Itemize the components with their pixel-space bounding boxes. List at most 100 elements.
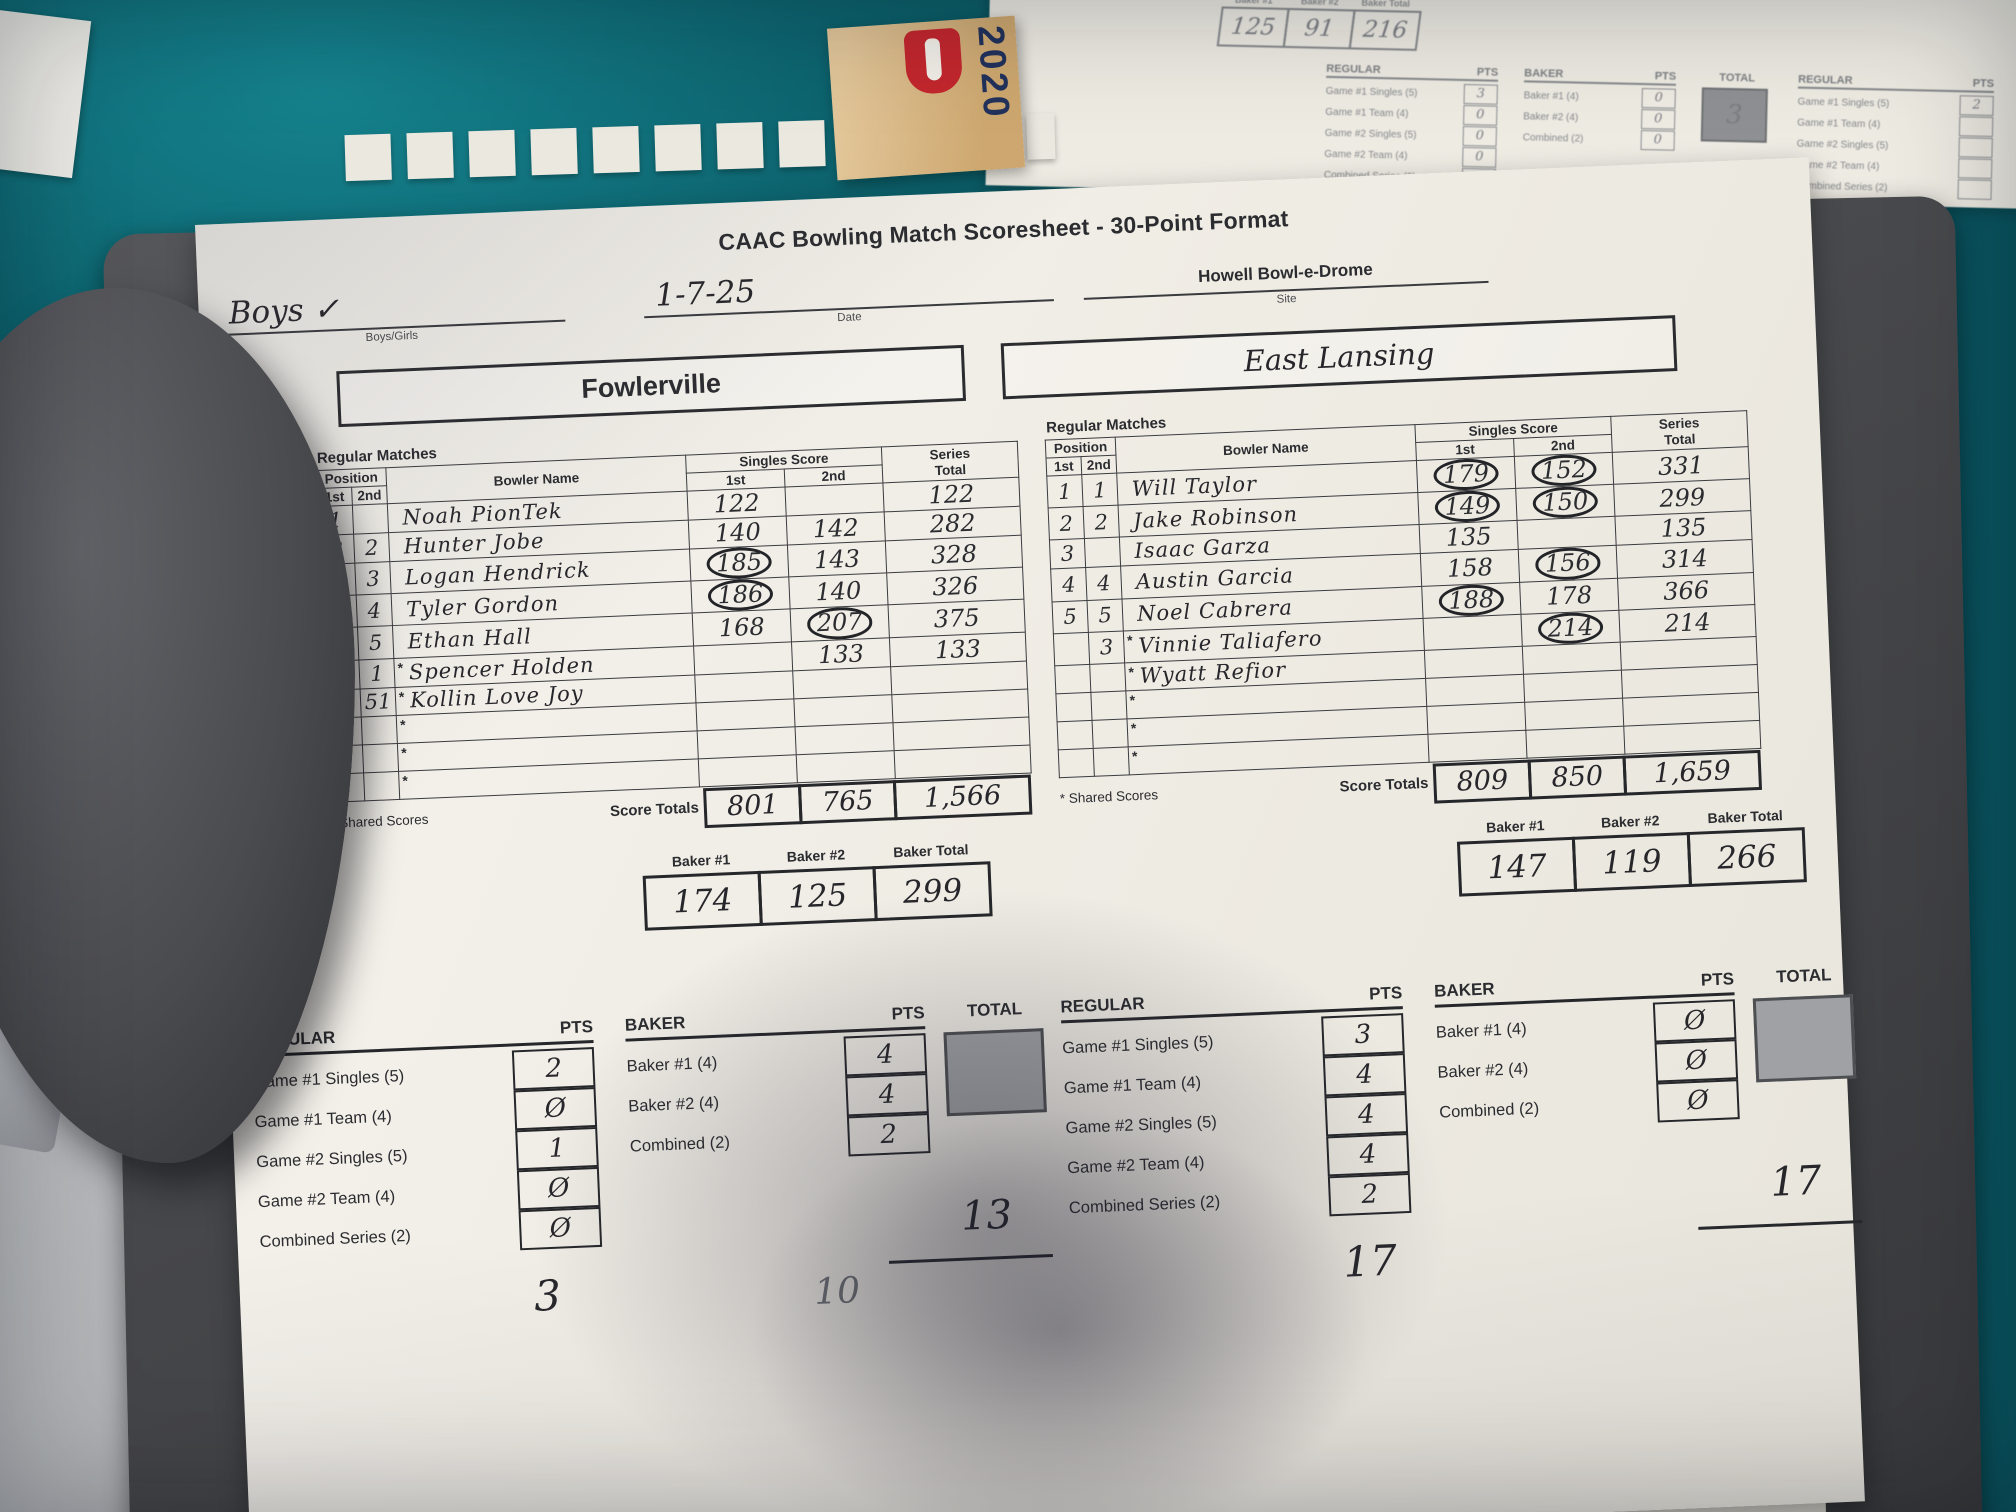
mhsaa-logo <box>903 27 964 96</box>
baker-cell: Baker #2 91 <box>1282 0 1356 50</box>
position-1st: 3 <box>1060 541 1075 567</box>
regular-points-sum: 3 <box>533 1270 562 1321</box>
singles-1st-score: 149 <box>1433 489 1501 524</box>
bowler-name: Noel Cabrera <box>1136 595 1294 627</box>
singles-2nd-score: 133 <box>817 638 865 669</box>
total-points-group: TOTAL <box>1751 964 1860 1083</box>
points-box: Ø <box>513 1086 598 1131</box>
position-2nd: 5 <box>368 630 383 656</box>
series-total-score: 326 <box>931 571 979 602</box>
baker-cell: Baker #1 174 <box>642 850 763 931</box>
position-1st: 5 <box>1062 604 1078 630</box>
baker-label: Baker #1 <box>1234 0 1273 6</box>
shared-star: * <box>402 772 409 789</box>
points-label: Combined Series (2) <box>1795 180 1888 194</box>
singles-1st-score: 168 <box>718 612 766 643</box>
points-box: Ø <box>1654 1039 1739 1083</box>
points-box: 4 <box>1322 1052 1407 1097</box>
background-baker-totals: Baker #1 125 Baker #2 91 Baker Total 21 <box>1216 0 1422 51</box>
points-label: Game #2 Team (4) <box>1066 1153 1205 1177</box>
bowler-name: Will Taylor <box>1131 471 1258 501</box>
total-series: 1,566 <box>892 774 1033 820</box>
singles-1st-score: 140 <box>714 517 762 548</box>
series-total-score: 133 <box>934 634 982 664</box>
home-team-box: Fowlerville <box>336 344 967 428</box>
clipboard-clip <box>0 288 355 1163</box>
shared-star: * <box>1128 664 1135 681</box>
series-total-score: 328 <box>930 539 978 570</box>
site-field: Howell Bowl-e-Drome Site <box>1081 236 1489 314</box>
points-label: Game #1 Team (4) <box>1797 117 1881 131</box>
col-series: Series Total <box>881 441 1019 483</box>
shared-star: * <box>397 659 404 676</box>
regular-points-group: REGULAR PTS Game #1 Singles (5) 2 Game #… <box>250 1017 603 1262</box>
baker-value: 147 <box>1486 847 1548 886</box>
scoresheet: CAAC Bowling Match Scoresheet - 30-Point… <box>195 157 1865 1512</box>
points-section-left: REGULAR PTS Game #1 Singles (5) 2 Game #… <box>250 998 1059 1361</box>
points-box: 2 <box>1959 94 1994 116</box>
points-label: Baker #2 (4) <box>1437 1059 1529 1082</box>
singles-2nd-score: 207 <box>806 606 874 641</box>
baker-header: BAKER <box>1433 979 1495 1001</box>
baker-totals-left: Baker #1 174 Baker #2 125 Baker Total 29… <box>642 840 993 931</box>
series-total-score: 366 <box>1662 576 1710 606</box>
singles-1st-score: 158 <box>1446 552 1494 583</box>
points-label: Baker #2 (4) <box>1523 111 1579 124</box>
baker-value: 266 <box>1716 837 1778 877</box>
points-label: Game #2 Singles (5) <box>255 1146 408 1171</box>
home-team-name: Fowlerville <box>580 367 722 404</box>
series-total-score: 375 <box>933 603 981 634</box>
total-box <box>1752 994 1857 1083</box>
points-label: Game #1 Singles (5) <box>1061 1032 1214 1057</box>
points-box: 0 <box>1462 146 1497 168</box>
points-box: 0 <box>1462 125 1498 147</box>
series-total-score: 331 <box>1657 450 1705 481</box>
total-header: TOTAL <box>1775 965 1832 987</box>
total-2nd: 765 <box>797 779 898 824</box>
baker-value-box: 216 <box>1348 9 1422 51</box>
baker-value-box: 91 <box>1282 7 1356 50</box>
position-2nd: 2 <box>364 535 379 561</box>
series-total-score: 282 <box>929 508 977 539</box>
series-total-score: 299 <box>1658 482 1706 513</box>
bowler-name: Wyatt Refior <box>1139 658 1287 689</box>
shared-star: * <box>398 688 405 705</box>
pts-header: PTS <box>891 1003 926 1024</box>
points-box: 3 <box>1321 1013 1405 1057</box>
total-2nd: 850 <box>1527 755 1628 800</box>
baker-value: 299 <box>902 871 963 911</box>
points-label: Game #2 Singles (5) <box>1324 127 1417 141</box>
position-2nd: 3 <box>1099 635 1114 660</box>
pts-header: PTS <box>1654 70 1677 83</box>
bowler-name: Noah PionTek <box>401 498 564 530</box>
baker-label: Baker Total <box>1707 807 1784 827</box>
total-underline <box>1698 1220 1863 1230</box>
match-table-left: Position Bowler Name Singles Score Serie… <box>315 441 1033 844</box>
pts-header: PTS <box>1476 66 1499 79</box>
baker-label: Baker #2 <box>1600 812 1660 831</box>
position-1st: 4 <box>1061 572 1077 597</box>
points-box: Ø <box>516 1166 601 1211</box>
points-box: Ø <box>1656 1079 1740 1123</box>
regular-header: REGULAR <box>1798 73 1853 87</box>
points-box: Ø <box>518 1206 603 1251</box>
gender-field: Boys ✓ Boys/Girls <box>215 275 566 351</box>
col-2nd: 2nd <box>351 485 388 506</box>
points-box: 1 <box>515 1126 599 1171</box>
section-caption-left: Regular Matches <box>316 445 438 468</box>
points-label: Game #1 Team (4) <box>1325 106 1409 120</box>
match-total-points: 17 <box>1769 1157 1823 1206</box>
paper-scrap <box>0 7 92 179</box>
points-label: Game #1 Singles (5) <box>252 1066 405 1091</box>
points-label: Game #1 Singles (5) <box>1797 96 1890 110</box>
baker-points-group: BAKER PTS Baker #1 (4) Ø Baker #2 (4) Ø <box>1433 969 1740 1132</box>
regular-header: REGULAR <box>1326 62 1381 77</box>
points-box: 4 <box>1324 1092 1409 1137</box>
points-label: Game #2 Singles (5) <box>1796 138 1889 152</box>
bowler-name: Ethan Hall <box>407 624 533 654</box>
baker-header: BAKER <box>624 1013 686 1035</box>
points-label: Combined Series (2) <box>259 1226 412 1251</box>
pts-header: PTS <box>1972 77 1995 91</box>
points-box: 0 <box>1463 104 1498 126</box>
position-2nd: 4 <box>367 598 382 623</box>
